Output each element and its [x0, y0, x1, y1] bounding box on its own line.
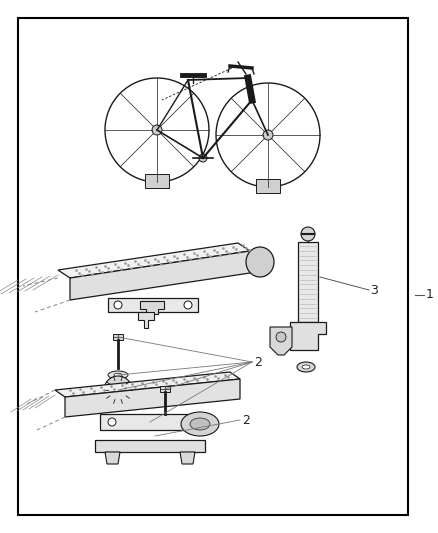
Polygon shape [105, 452, 120, 464]
Polygon shape [180, 452, 195, 464]
Ellipse shape [190, 418, 210, 430]
Text: 3: 3 [370, 284, 378, 296]
Polygon shape [270, 327, 292, 355]
Text: 1: 1 [426, 288, 434, 302]
Ellipse shape [108, 371, 128, 379]
Circle shape [276, 332, 286, 342]
Bar [298, 242, 318, 322]
Bar [145, 174, 169, 188]
Text: 2: 2 [254, 356, 262, 368]
Ellipse shape [114, 373, 122, 377]
Circle shape [114, 301, 122, 309]
Circle shape [108, 418, 116, 426]
Circle shape [263, 130, 273, 140]
Circle shape [199, 154, 207, 162]
Circle shape [152, 125, 162, 135]
Bar [95, 440, 205, 452]
Circle shape [301, 227, 315, 241]
Polygon shape [140, 301, 164, 314]
Circle shape [113, 385, 123, 395]
Polygon shape [290, 322, 326, 350]
Polygon shape [70, 251, 250, 300]
Circle shape [184, 301, 192, 309]
Bar [113, 334, 123, 340]
Polygon shape [55, 372, 240, 397]
Ellipse shape [302, 365, 310, 369]
Circle shape [184, 418, 192, 426]
Ellipse shape [181, 412, 219, 436]
Polygon shape [58, 243, 250, 278]
Polygon shape [65, 379, 240, 417]
Polygon shape [138, 312, 154, 328]
Bar [108, 298, 198, 312]
Ellipse shape [246, 247, 274, 277]
Ellipse shape [297, 362, 315, 372]
Bar [100, 414, 200, 430]
Circle shape [104, 376, 132, 404]
Bar [18, 18, 408, 515]
Bar [256, 179, 280, 193]
Bar [160, 386, 170, 392]
Text: 2: 2 [242, 414, 250, 426]
